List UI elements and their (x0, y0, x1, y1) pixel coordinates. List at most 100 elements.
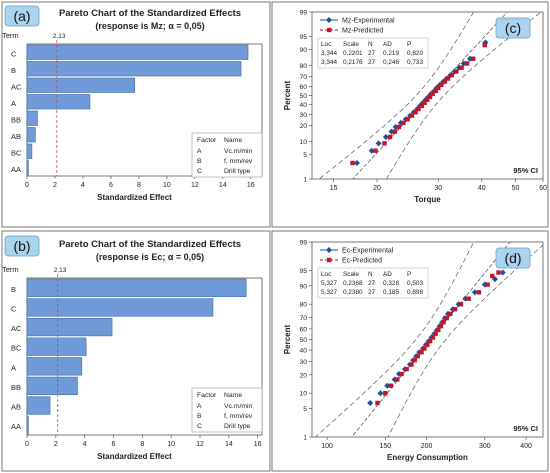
legend-factor: A (197, 148, 202, 155)
stats-cell: 0,185 (383, 289, 399, 296)
y-tick-label: 10 (299, 139, 307, 146)
x-tick-label: 400 (520, 443, 532, 450)
series-Ec-Predicted (375, 270, 501, 406)
legend-factor: C (197, 168, 202, 175)
data-point (442, 79, 447, 84)
stats-table: Loc Scale N AD P 3,344 0,2201 27 0,219 0,820 3,344… (317, 37, 429, 69)
data-point (430, 335, 436, 340)
x-tick-label: 8 (140, 441, 144, 448)
stats-cell: 0,2176 (343, 59, 363, 66)
x-tick-label: 16 (247, 182, 255, 189)
stats-header: P (407, 271, 411, 278)
pareto-chart-b: Pareto Chart of the Standardized Effects… (2, 239, 263, 461)
y-axis-label: Percent (283, 80, 292, 110)
y-tick-label: 40 (299, 102, 307, 109)
bar-AC (26, 317, 113, 337)
y-tick-label: 5 (303, 152, 307, 159)
x-tick-label: 4 (83, 441, 87, 448)
data-point (436, 327, 441, 333)
panel-tag-a: (a) (4, 5, 40, 27)
bar-AA (26, 416, 29, 435)
category-label: C (11, 49, 17, 58)
stats-cell: 0,219 (383, 50, 399, 57)
data-point (438, 323, 444, 329)
stats-header: Loc (321, 271, 332, 278)
y-tick-label: 20 (299, 372, 307, 379)
stats-table-box (317, 267, 429, 299)
y-tick-label: 10 (299, 391, 307, 398)
category-label: AA (11, 165, 21, 174)
data-point (464, 61, 470, 66)
y-tick-label: 90 (299, 47, 307, 54)
legend-name: f, mm/rev (224, 413, 253, 420)
y-tick-label: 40 (299, 348, 307, 355)
stats-header: AD (383, 41, 392, 48)
x-tick-label: 50 (512, 185, 520, 192)
panel-d-frame (271, 230, 549, 472)
data-point (375, 400, 380, 406)
data-point (387, 134, 393, 140)
stats-cell: 27 (368, 50, 376, 57)
bar-B (26, 61, 242, 77)
ci-lower-band (314, 242, 475, 437)
stats-cell: 0,820 (407, 50, 423, 57)
y-tick-label: 99 (299, 240, 307, 247)
data-point (422, 346, 427, 351)
x-tick-label: 12 (196, 441, 204, 448)
stats-cell: 5,327 (321, 280, 337, 287)
data-point (425, 342, 430, 347)
data-point (459, 65, 464, 70)
x-tick-label: 300 (479, 443, 491, 450)
legend-header-name: Name (224, 137, 242, 144)
panel-tag-c: (c) (495, 17, 531, 39)
y-tick-label: 80 (299, 302, 307, 309)
legend-marker (326, 17, 332, 23)
data-point (422, 100, 427, 105)
legend-marker (326, 247, 332, 253)
factor-legend-box (191, 132, 263, 178)
bar-A (26, 94, 91, 110)
data-point (388, 383, 394, 388)
y-tick-label: 50 (299, 337, 307, 344)
x-tick-label: 30 (434, 185, 442, 192)
x-tick-label: 16 (254, 441, 262, 448)
probability-plot-d: 1 5 10 20 30 40 50 60 70 80 90 95 99 100 150 200 300 400 E… (283, 240, 544, 462)
panel-tag-background (495, 247, 531, 269)
data-point (382, 133, 389, 140)
data-point (454, 69, 459, 74)
stats-cell: 0,246 (383, 59, 399, 66)
factor-legend: Factor Name A Vc.m/min B f, mm/rev C Drill type (191, 132, 263, 178)
category-label: B (11, 66, 16, 75)
legend-factor: C (197, 423, 202, 430)
data-point (395, 377, 400, 382)
chart-subtitle: (response is Ec; α = 0,05) (96, 252, 204, 262)
data-point (399, 371, 404, 377)
chart-title: Pareto Chart of the Standardized Effects (59, 8, 241, 19)
data-point (415, 354, 420, 359)
data-point (476, 290, 482, 295)
stats-header: P (407, 41, 411, 48)
stats-cell: 0,2380 (343, 289, 363, 296)
data-point (449, 72, 454, 78)
data-point (367, 399, 374, 406)
stats-cell: 0,328 (383, 280, 399, 287)
x-tick-label: 60 (539, 185, 547, 192)
reference-label: 2,13 (54, 267, 67, 274)
stats-header: AD (383, 271, 392, 278)
legend-name: Vc.m/min (224, 148, 253, 155)
data-point (413, 109, 418, 115)
stats-cell: 27 (368, 280, 376, 287)
stats-cell: 0,2368 (343, 280, 363, 287)
panel-tag-background (4, 235, 40, 257)
data-point (452, 307, 458, 312)
data-point (441, 320, 446, 325)
legend-header-factor: Factor (197, 392, 217, 399)
bar-BC (26, 337, 87, 356)
x-tick-label: 6 (112, 441, 116, 448)
data-point (368, 147, 375, 154)
panel-tag-label: (d) (504, 250, 521, 266)
panel-tag-label: (c) (505, 20, 521, 36)
data-point (496, 270, 501, 275)
x-tick-label: 10 (163, 182, 171, 189)
ci-label: 95% CI (513, 166, 538, 175)
